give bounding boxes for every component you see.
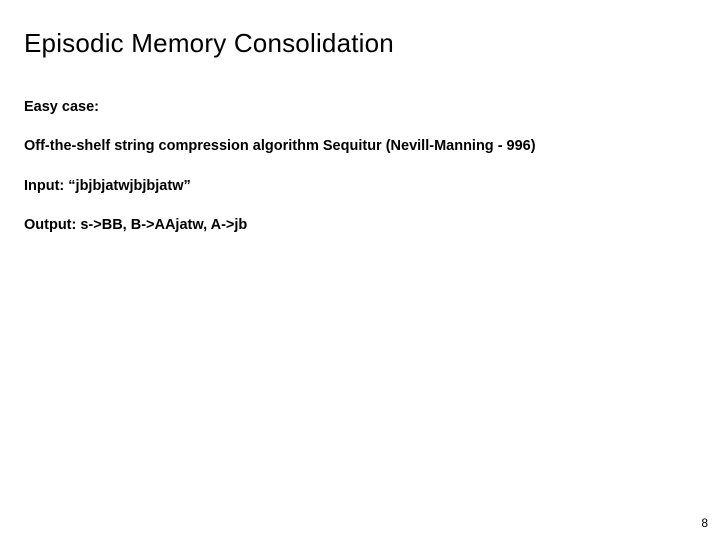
page-number: 8 [701, 516, 708, 530]
body-line-1: Off-the-shelf string compression algorit… [24, 138, 696, 155]
body-line-0: Easy case: [24, 99, 696, 116]
slide: Episodic Memory Consolidation Easy case:… [0, 0, 720, 540]
body-line-3: Output: s->BB, B->AAjatw, A->jb [24, 217, 696, 234]
slide-title: Episodic Memory Consolidation [24, 28, 696, 59]
body-line-2: Input: “jbjbjatwjbjbjatw” [24, 178, 696, 195]
